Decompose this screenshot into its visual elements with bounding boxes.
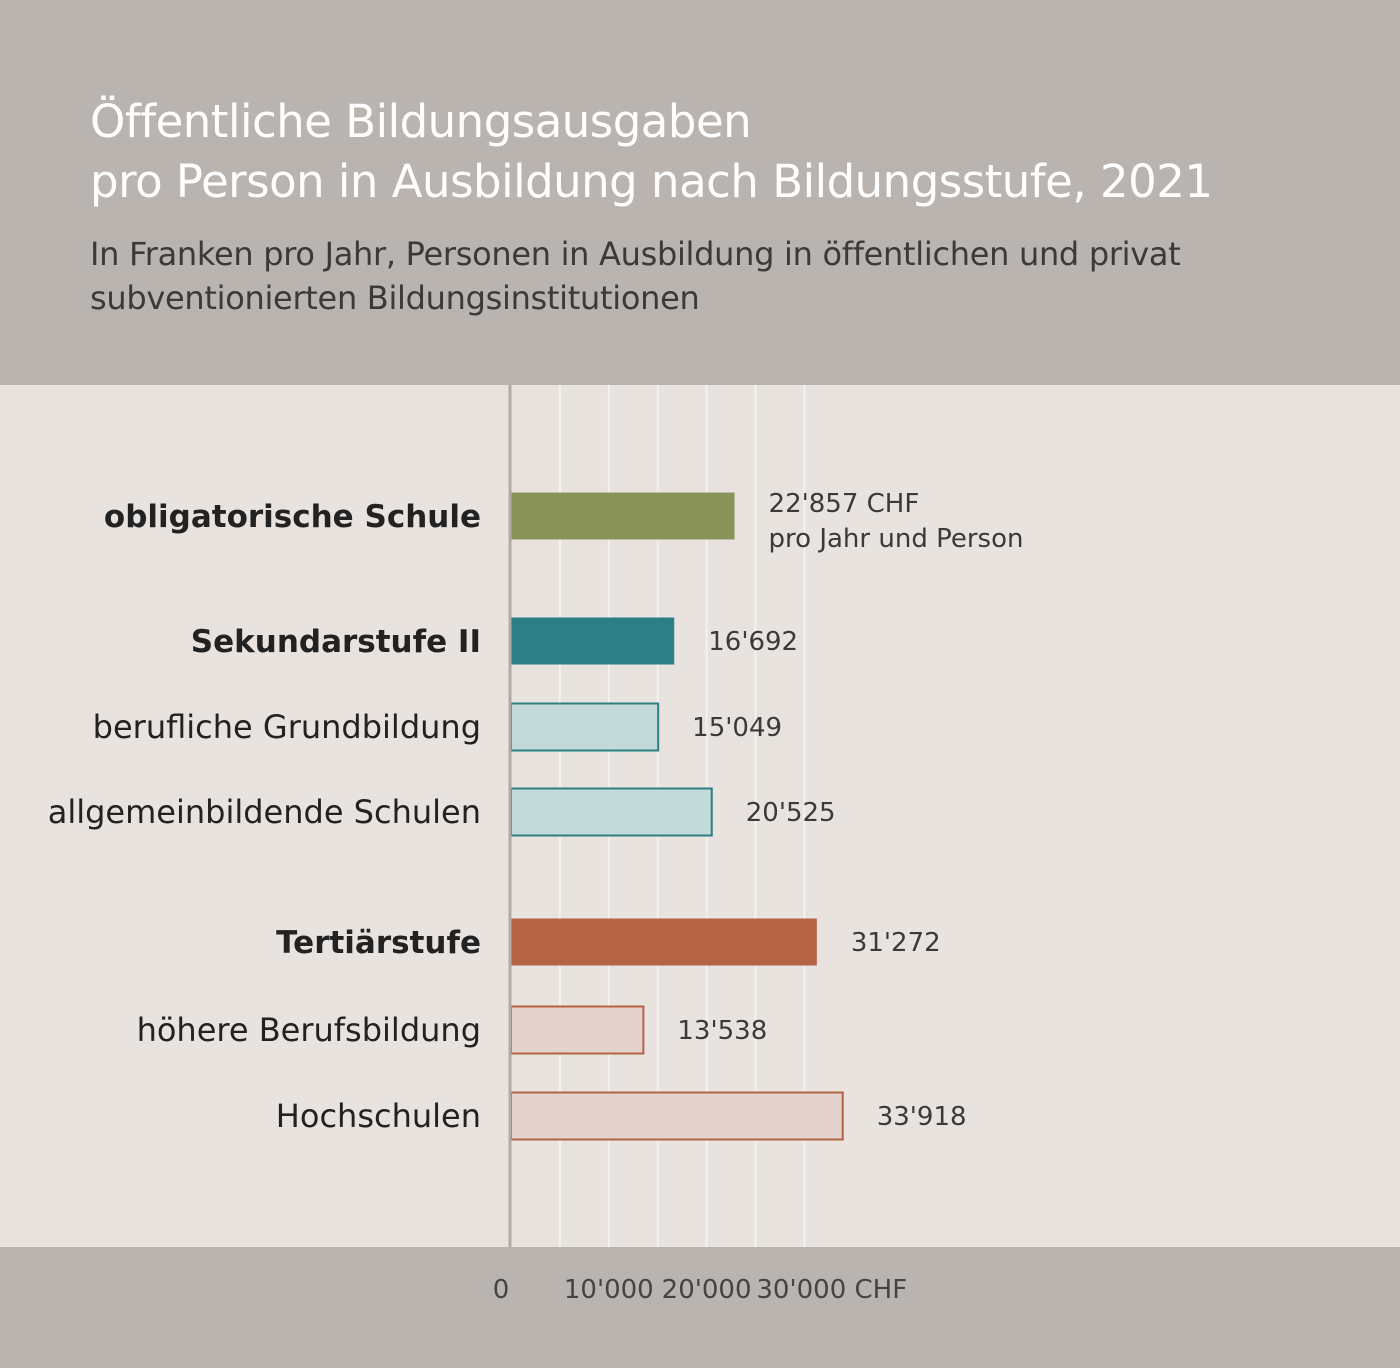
value-label: 33'918 bbox=[877, 1102, 967, 1132]
bar bbox=[510, 1091, 844, 1141]
bar bbox=[511, 617, 675, 665]
value-label-note: pro Jahr und Person bbox=[769, 524, 1024, 554]
category-label: Hochschulen bbox=[276, 1097, 481, 1135]
chart-title: Öffentliche Bildungsausgaben pro Person … bbox=[90, 95, 1213, 208]
tick-label: 30'000 CHF bbox=[756, 1275, 907, 1305]
tick-label: 20'000 bbox=[662, 1275, 752, 1305]
category-label: Sekundarstufe II bbox=[191, 624, 481, 660]
axis-area bbox=[0, 1247, 1400, 1368]
chart-header: Öffentliche Bildungsausgaben pro Person … bbox=[0, 0, 1400, 385]
value-label: 31'272 bbox=[851, 928, 941, 958]
bar bbox=[511, 918, 817, 966]
value-label: 13'538 bbox=[677, 1016, 767, 1046]
category-label: obligatorische Schule bbox=[104, 499, 481, 535]
tick-label: 0 bbox=[493, 1275, 510, 1305]
bar bbox=[510, 1005, 645, 1055]
category-label: berufliche Grundbildung bbox=[93, 708, 481, 746]
category-label: höhere Berufsbildung bbox=[137, 1011, 481, 1049]
value-label: 22'857 CHF bbox=[769, 489, 920, 519]
value-label: 20'525 bbox=[746, 798, 836, 828]
bar bbox=[510, 787, 713, 837]
value-label: 16'692 bbox=[708, 627, 798, 657]
bar bbox=[510, 702, 660, 752]
category-label: Tertiärstufe bbox=[276, 925, 481, 961]
category-label: allgemeinbildende Schulen bbox=[48, 793, 481, 831]
bar bbox=[511, 492, 735, 540]
chart-subtitle: In Franken pro Jahr, Personen in Ausbild… bbox=[90, 235, 1181, 317]
tick-label: 10'000 bbox=[564, 1275, 654, 1305]
value-label: 15'049 bbox=[692, 713, 782, 743]
